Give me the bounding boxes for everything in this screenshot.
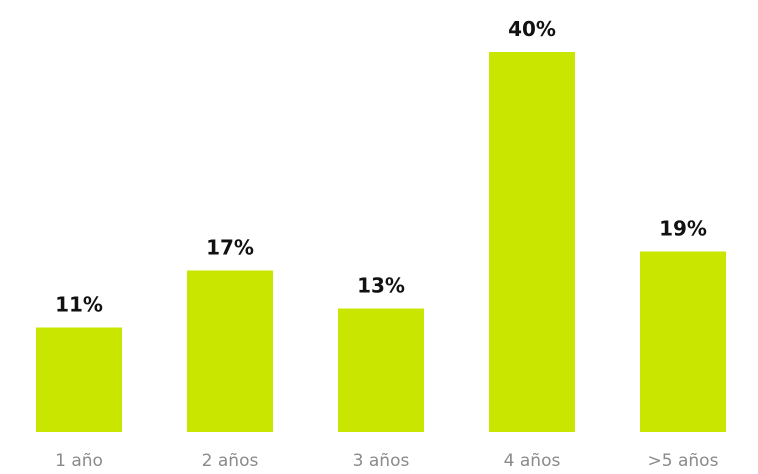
category-label-3: 3 años <box>353 451 410 471</box>
bar-value-label-1: 11% <box>55 293 103 317</box>
category-label-2: 2 años <box>202 451 259 471</box>
category-label-4: 4 años <box>504 451 561 471</box>
value-labels: 11% 17% 13% 40% 19% <box>55 17 707 317</box>
category-label-1: 1 año <box>55 451 103 471</box>
bar-value-label-5: 19% <box>659 217 707 241</box>
bar-value-label-2: 17% <box>206 236 254 260</box>
bar-value-label-4: 40% <box>508 17 556 41</box>
category-labels: 1 año 2 años 3 años 4 años >5 años <box>55 451 719 471</box>
bar-value-label-3: 13% <box>357 274 405 298</box>
bar-2 <box>187 270 273 432</box>
bar-3 <box>338 308 424 432</box>
bar-4 <box>489 52 575 432</box>
bars <box>36 52 726 432</box>
category-label-5: >5 años <box>648 451 719 471</box>
bar-1 <box>36 327 122 432</box>
bar-5 <box>640 251 726 432</box>
